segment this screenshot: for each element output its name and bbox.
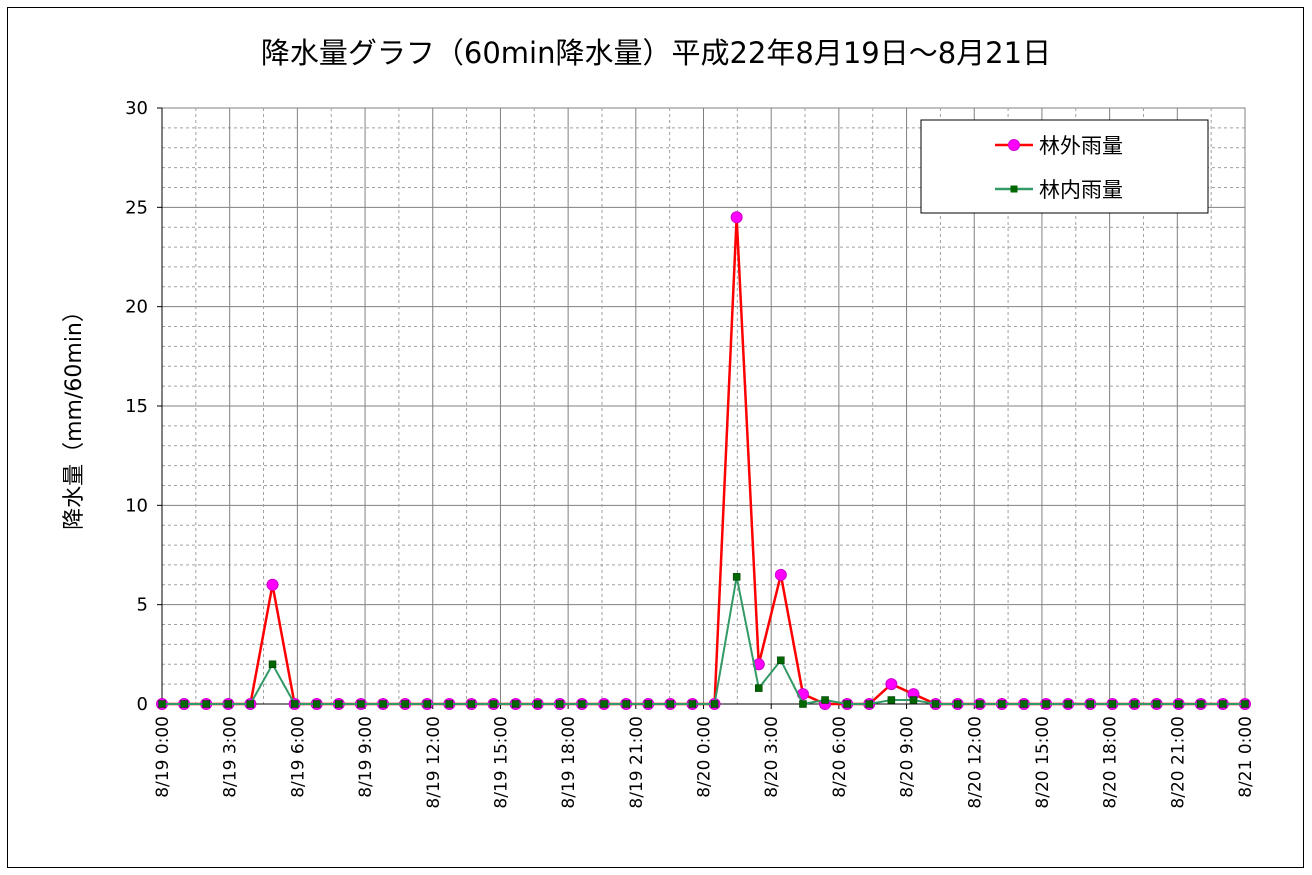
data-point	[953, 700, 962, 708]
x-tick-label: 8/19 0:00	[153, 716, 173, 798]
data-point	[909, 696, 918, 704]
data-point	[379, 700, 387, 708]
x-tick-label: 8/19 9:00	[356, 716, 376, 798]
x-tick-label: 8/21 0:00	[1236, 716, 1256, 798]
x-tick-label: 8/20 0:00	[695, 716, 715, 798]
data-point	[158, 700, 166, 708]
data-point	[1130, 700, 1139, 708]
grid-lines	[161, 108, 1246, 705]
data-point	[600, 700, 608, 708]
series-2	[158, 573, 1249, 708]
data-point	[445, 700, 454, 708]
series-group	[156, 211, 1251, 710]
y-tick-label: 25	[125, 197, 148, 218]
data-point	[312, 700, 321, 708]
y-tick-labels: 0 5 10 15 20 25 30	[125, 98, 162, 715]
data-point	[423, 700, 431, 708]
data-point	[998, 700, 1006, 708]
x-tick-label: 8/20 9:00	[898, 716, 918, 798]
data-point	[821, 696, 829, 704]
data-point	[1108, 700, 1117, 708]
data-point	[357, 700, 365, 708]
data-point	[777, 656, 785, 665]
data-point	[1064, 700, 1072, 708]
data-point	[710, 700, 719, 708]
x-tick-label: 8/20 3:00	[762, 716, 782, 798]
data-point	[1020, 700, 1028, 708]
data-point	[843, 700, 851, 708]
legend-marker	[1010, 185, 1018, 193]
data-point	[268, 660, 277, 669]
data-point	[489, 700, 498, 708]
data-point	[931, 700, 940, 708]
x-tick-label: 8/19 6:00	[288, 716, 308, 798]
legend-label: 林内雨量	[1039, 178, 1123, 202]
x-tick-label: 8/19 21:00	[627, 716, 647, 809]
data-point	[1042, 700, 1050, 708]
data-point	[246, 700, 255, 708]
data-point	[732, 573, 741, 581]
data-point	[224, 700, 233, 708]
data-point	[865, 700, 874, 708]
data-point	[1086, 700, 1095, 708]
data-point	[1241, 700, 1249, 708]
data-point	[533, 700, 542, 708]
y-tick-label: 0	[137, 694, 148, 715]
x-tick-labels: 8/19 0:00 8/19 3:00 8/19 6:00 8/19 9:00 8/19…	[153, 704, 1256, 809]
legend-box	[920, 119, 1209, 214]
x-tick-label: 8/20 6:00	[830, 716, 850, 798]
x-tick-label: 8/20 15:00	[1033, 716, 1053, 809]
y-tick-label: 30	[125, 98, 148, 119]
y-tick-label: 15	[125, 396, 148, 417]
x-tick-label: 8/19 3:00	[221, 716, 241, 798]
y-tick-label: 5	[137, 595, 148, 616]
data-point	[202, 700, 210, 708]
data-point	[887, 696, 896, 704]
data-point	[1152, 700, 1161, 708]
data-point	[290, 700, 299, 708]
x-tick-label: 8/20 21:00	[1168, 716, 1188, 809]
x-tick-label: 8/20 18:00	[1101, 716, 1121, 809]
data-point	[335, 700, 343, 708]
data-point	[885, 678, 898, 691]
data-point	[644, 700, 652, 708]
data-point	[401, 700, 409, 708]
data-point	[755, 684, 763, 692]
x-tick-label: 8/19 18:00	[559, 716, 579, 809]
data-point	[666, 700, 675, 708]
data-point	[688, 700, 697, 708]
data-point	[976, 700, 984, 708]
x-tick-label: 8/19 12:00	[424, 716, 444, 809]
data-point	[511, 700, 520, 708]
data-point	[556, 700, 564, 708]
data-point	[774, 568, 787, 581]
data-point	[622, 700, 630, 708]
legend-marker	[1008, 139, 1020, 151]
data-point	[799, 700, 807, 708]
data-point	[578, 700, 586, 708]
chart-title: 降水量グラフ（60min降水量）平成22年8月19日～8月21日	[260, 36, 1052, 70]
data-point	[180, 700, 188, 708]
data-point	[730, 211, 743, 224]
legend-label: 林外雨量	[1039, 134, 1123, 158]
x-tick-label: 8/20 12:00	[965, 716, 985, 809]
data-point	[1197, 700, 1205, 708]
x-tick-label: 8/19 15:00	[491, 716, 511, 809]
data-point	[1219, 700, 1227, 708]
data-point	[266, 578, 279, 591]
y-tick-label: 10	[125, 495, 148, 516]
y-tick-label: 20	[125, 297, 148, 318]
data-point	[1174, 700, 1183, 708]
data-point	[467, 700, 476, 708]
